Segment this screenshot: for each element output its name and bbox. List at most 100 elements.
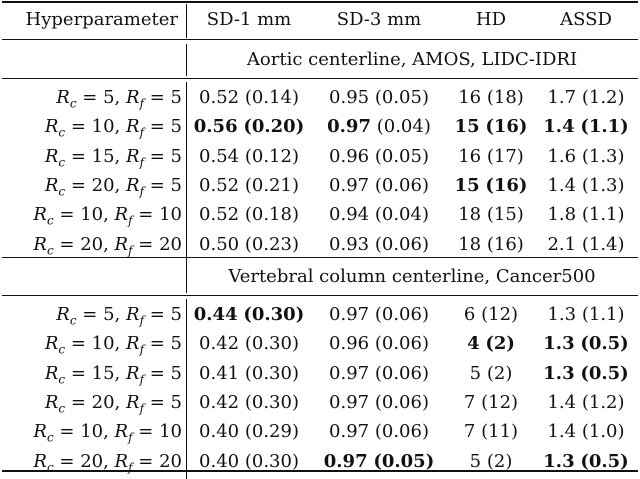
metric-cell: 0.52 (0.14) bbox=[179, 86, 319, 110]
metric-std: (2) bbox=[485, 333, 515, 355]
metric-std: (0.04) bbox=[374, 204, 429, 226]
column-separator bbox=[186, 44, 188, 76]
metric-cell: 0.41 (0.30) bbox=[179, 362, 319, 386]
metric-std: (0.30) bbox=[244, 333, 299, 355]
metric-value: 0.40 bbox=[199, 421, 240, 443]
metric-value: 15 bbox=[454, 174, 480, 196]
metric-cell: 1.3 (1.1) bbox=[516, 303, 640, 327]
header-sd-1-mm: SD-1 mm bbox=[206, 9, 292, 30]
metric-std: (1.1) bbox=[580, 116, 629, 138]
header-assd: ASSD bbox=[560, 9, 612, 30]
metric-value: 0.97 bbox=[329, 362, 370, 384]
metric-value: 0.42 bbox=[199, 333, 240, 355]
metric-std: (17) bbox=[486, 145, 524, 167]
metric-value: 1.3 bbox=[543, 450, 575, 472]
column-separator bbox=[186, 82, 188, 262]
column-separator bbox=[186, 299, 188, 479]
metric-cell: 0.97 (0.06) bbox=[309, 420, 449, 444]
hyperparameter-label: Rc = 10, Rf = 10 bbox=[33, 421, 182, 445]
metric-std: (0.06) bbox=[374, 362, 429, 384]
metric-value: 0.97 bbox=[327, 116, 371, 138]
metric-std: (0.06) bbox=[374, 391, 429, 413]
metric-std: (0.05) bbox=[373, 450, 435, 472]
metric-std: (0.30) bbox=[244, 362, 299, 384]
metric-cell: 5 (2) bbox=[421, 450, 561, 474]
metric-value: 1.8 bbox=[547, 204, 577, 226]
metric-std: (1.1) bbox=[581, 204, 625, 226]
metric-value: 5 bbox=[469, 450, 482, 472]
metric-std: (0.05) bbox=[374, 87, 429, 108]
metric-value: 0.97 bbox=[329, 304, 370, 325]
metric-cell: 7 (11) bbox=[421, 420, 561, 444]
metric-cell: 0.93 (0.06) bbox=[309, 233, 449, 257]
metric-std: (16) bbox=[486, 233, 524, 255]
metric-std: (0.20) bbox=[243, 116, 305, 138]
metric-std: (0.14) bbox=[244, 87, 299, 108]
metric-std: (1.3) bbox=[581, 145, 625, 167]
hyperparameter-label: Rc = 20, Rf = 20 bbox=[33, 450, 182, 475]
metric-std: (0.30) bbox=[244, 450, 299, 472]
hyperparameter-label: Rc = 10, Rf = 5 bbox=[44, 333, 182, 357]
metric-std: (12) bbox=[481, 304, 519, 325]
metric-value: 1.4 bbox=[547, 421, 577, 443]
metric-value: 0.56 bbox=[193, 116, 238, 138]
metric-value: 0.95 bbox=[329, 87, 370, 108]
metric-cell: 0.56 (0.20) bbox=[179, 115, 319, 139]
metric-cell: 0.97 (0.06) bbox=[309, 174, 449, 198]
metric-cell: 0.96 (0.05) bbox=[309, 145, 449, 169]
metric-std: (0.21) bbox=[244, 174, 299, 196]
metric-cell: 0.97 (0.06) bbox=[309, 362, 449, 386]
metric-std: (15) bbox=[486, 204, 524, 226]
hyperparameter-label: Rc = 20, Rf = 5 bbox=[44, 174, 182, 199]
metric-value: 0.97 bbox=[329, 421, 370, 443]
metric-cell: 16 (18) bbox=[421, 86, 561, 110]
metric-std: (0.5) bbox=[580, 362, 629, 384]
metric-cell: 4 (2) bbox=[421, 332, 561, 356]
metric-value: 0.44 bbox=[193, 304, 238, 325]
metric-cell: 0.40 (0.29) bbox=[179, 420, 319, 444]
hyperparameter-label: Rc = 20, Rf = 20 bbox=[33, 233, 182, 258]
metric-cell: 0.40 (0.30) bbox=[179, 450, 319, 474]
metric-cell: 1.4 (1.2) bbox=[516, 391, 640, 415]
metric-cell: 18 (16) bbox=[421, 233, 561, 257]
metric-std: (0.23) bbox=[244, 233, 299, 255]
hyperparameter-label: Rc = 15, Rf = 5 bbox=[44, 362, 182, 387]
metric-value: 18 bbox=[458, 204, 482, 226]
metric-std: (0.12) bbox=[244, 145, 299, 167]
metric-cell: 1.7 (1.2) bbox=[516, 86, 640, 110]
metric-cell: 6 (12) bbox=[421, 303, 561, 327]
metric-value: 0.41 bbox=[199, 362, 240, 384]
metric-cell: 18 (15) bbox=[421, 203, 561, 227]
metric-cell: 2.1 (1.4) bbox=[516, 233, 640, 257]
metric-std: (0.5) bbox=[580, 450, 629, 472]
metric-std: (16) bbox=[485, 116, 528, 138]
metric-std: (0.05) bbox=[374, 145, 429, 167]
metric-cell: 0.97 (0.04) bbox=[309, 115, 449, 139]
metric-std: (0.06) bbox=[374, 233, 429, 255]
metric-cell: 1.3 (0.5) bbox=[516, 332, 640, 356]
table-rule bbox=[2, 78, 638, 80]
metric-value: 1.4 bbox=[543, 116, 575, 138]
metric-std: (0.30) bbox=[243, 304, 305, 325]
metric-std: (0.29) bbox=[244, 421, 299, 443]
metric-value: 16 bbox=[458, 87, 482, 108]
metric-value: 0.52 bbox=[199, 204, 240, 226]
table-rule bbox=[2, 1, 638, 3]
hyperparameter-label: Rc = 5, Rf = 5 bbox=[56, 87, 182, 111]
section-title: Aortic centerline, AMOS, LIDC-IDRI bbox=[246, 49, 578, 70]
metric-value: 6 bbox=[463, 304, 476, 325]
metric-value: 1.3 bbox=[547, 304, 577, 325]
hyperparameter-label: Rc = 10, Rf = 10 bbox=[33, 204, 182, 228]
metric-value: 0.94 bbox=[329, 204, 370, 226]
metric-cell: 0.44 (0.30) bbox=[179, 303, 319, 327]
metric-value: 1.4 bbox=[547, 174, 577, 196]
metric-value: 7 bbox=[463, 421, 476, 443]
metric-cell: 5 (2) bbox=[421, 362, 561, 386]
metric-cell: 0.97 (0.05) bbox=[309, 450, 449, 474]
table-rule bbox=[2, 470, 638, 472]
section-title: Vertebral column centerline, Cancer500 bbox=[228, 266, 596, 287]
column-separator bbox=[186, 4, 188, 38]
metric-value: 0.50 bbox=[199, 233, 240, 255]
metric-cell: 16 (17) bbox=[421, 145, 561, 169]
metric-std: (0.06) bbox=[374, 333, 429, 355]
